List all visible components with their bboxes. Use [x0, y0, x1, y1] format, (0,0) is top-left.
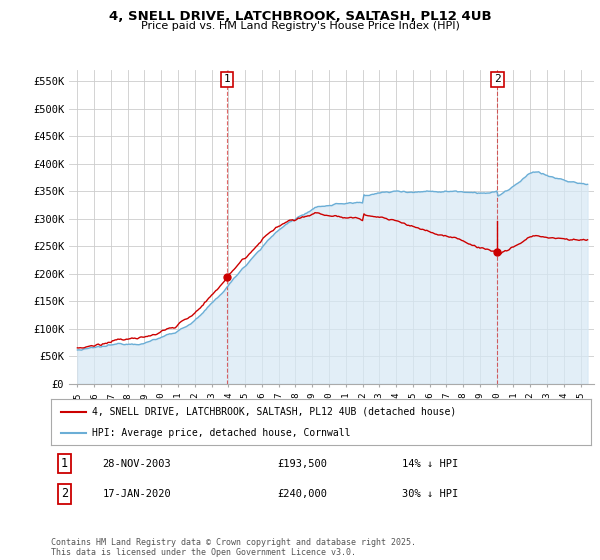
- Text: 1: 1: [61, 457, 68, 470]
- Text: 2: 2: [494, 74, 501, 85]
- Text: Contains HM Land Registry data © Crown copyright and database right 2025.
This d: Contains HM Land Registry data © Crown c…: [51, 538, 416, 557]
- Text: 4, SNELL DRIVE, LATCHBROOK, SALTASH, PL12 4UB (detached house): 4, SNELL DRIVE, LATCHBROOK, SALTASH, PL1…: [91, 407, 456, 417]
- Text: HPI: Average price, detached house, Cornwall: HPI: Average price, detached house, Corn…: [91, 428, 350, 438]
- Text: 1: 1: [224, 74, 230, 85]
- Text: 2: 2: [61, 487, 68, 501]
- Text: Price paid vs. HM Land Registry's House Price Index (HPI): Price paid vs. HM Land Registry's House …: [140, 21, 460, 31]
- Text: 4, SNELL DRIVE, LATCHBROOK, SALTASH, PL12 4UB: 4, SNELL DRIVE, LATCHBROOK, SALTASH, PL1…: [109, 10, 491, 23]
- Text: £193,500: £193,500: [278, 459, 328, 469]
- Text: £240,000: £240,000: [278, 489, 328, 499]
- Text: 17-JAN-2020: 17-JAN-2020: [103, 489, 171, 499]
- Text: 30% ↓ HPI: 30% ↓ HPI: [402, 489, 458, 499]
- Text: 28-NOV-2003: 28-NOV-2003: [103, 459, 171, 469]
- Text: 14% ↓ HPI: 14% ↓ HPI: [402, 459, 458, 469]
